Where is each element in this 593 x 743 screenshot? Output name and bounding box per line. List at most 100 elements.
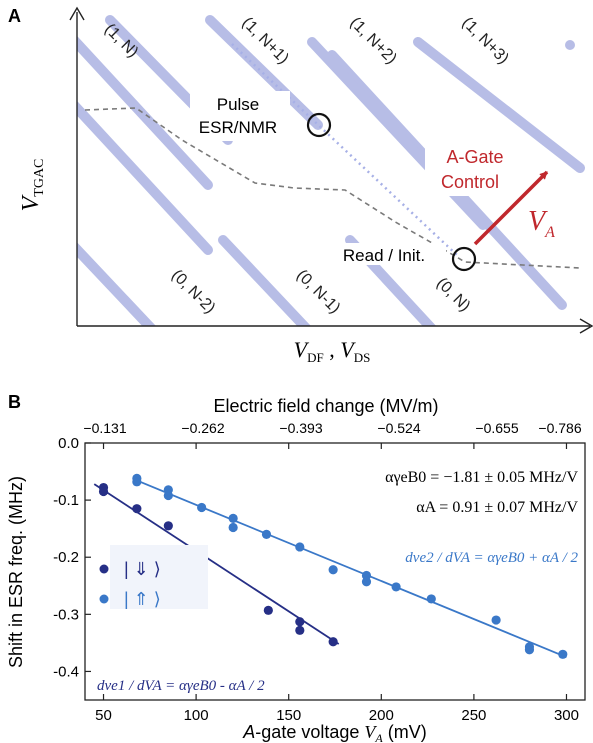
data-point-series-2 (524, 645, 535, 655)
legend-box (110, 545, 208, 609)
data-point-series-2 (228, 522, 238, 533)
x-title-prefix: A (242, 722, 255, 742)
x-tick-label: 200 (369, 707, 394, 724)
x-axis-a-arrow-icon (579, 318, 593, 334)
pulse-marker (306, 112, 332, 138)
x-title-sub: A (374, 731, 383, 743)
data-point-series-2 (163, 490, 173, 501)
y-axis-a-main: V (18, 194, 44, 211)
top-tick-label: −0.786 (538, 420, 581, 436)
top-axis-title: Electric field change (MV/m) (213, 396, 438, 416)
pulse-label-bg (190, 91, 290, 141)
annot-alpha-a: αA = 0.91 ± 0.07 MHz/V (416, 499, 578, 516)
stripe-1 (77, 100, 213, 255)
x-tick-label: 100 (184, 707, 209, 724)
data-point-series-1 (132, 504, 142, 514)
y-axis-a-label: VTGAC (18, 159, 47, 212)
svg-text:VTGAC: VTGAC (18, 159, 47, 212)
legend-label-up: | ⇑ ⟩ (124, 589, 161, 609)
data-point-series-2 (491, 615, 501, 625)
top-tick-label: −0.655 (475, 420, 518, 436)
eq-e1: dνe1 / dVA = αγeB0 - αA / 2 (97, 678, 265, 694)
agate-arrow (473, 170, 549, 246)
data-point-series-2 (558, 649, 568, 659)
stripe-end-dot (565, 40, 575, 50)
stripe-7 (218, 235, 311, 326)
eq-e2: dνe2 / dVA = αγeB0 + αA / 2 (405, 550, 578, 566)
x-axis-a-main1: V (294, 337, 310, 362)
x-tick-label: 250 (461, 707, 486, 724)
y-axis-a-arrow-icon (69, 6, 85, 21)
x-axis-a-sub2: DS (354, 350, 371, 365)
top-tick-label: −0.393 (279, 420, 322, 436)
data-point-series-2 (132, 477, 142, 487)
data-point-series-2 (295, 542, 305, 552)
y-tick-label: 0.0 (58, 435, 79, 452)
top-tick-label: −0.131 (83, 420, 126, 436)
legend-marker-down (99, 564, 109, 574)
y-tick-label: -0.4 (53, 663, 79, 680)
pulse-dotted-line (231, 43, 459, 257)
data-point-series-1 (295, 625, 305, 635)
y-tick-label: -0.1 (53, 492, 79, 509)
top-tick-label: −0.524 (377, 420, 420, 436)
data-point-series-1 (295, 617, 305, 627)
data-point-series-2 (261, 529, 272, 539)
top-axis-ticks: −0.131 −0.262 −0.393 −0.524 −0.655 −0.78… (83, 420, 581, 436)
x-axis-a-label: VDF , VDS (294, 337, 371, 365)
charge-boundary-dashed (84, 107, 581, 269)
va-label-main: V (528, 206, 548, 237)
x-title-rest: -gate voltage (255, 722, 364, 742)
y-axis-b-title: Shift in ESR freq. (MHz) (6, 476, 26, 668)
va-label: VA (528, 206, 555, 241)
stripe-2 (77, 35, 213, 190)
legend-marker-up (99, 594, 109, 604)
x-axis-a-sub1: DF (307, 350, 324, 365)
plot-b-ticks: 50 100 150 200 250 300 0.0 -0.1 -0.2 -0.3 -0.4 (53, 435, 579, 724)
x-tick-label: 300 (554, 707, 579, 724)
data-point-series-2 (426, 594, 436, 604)
y-tick-label: -0.3 (53, 606, 79, 623)
y-axis-b-label: Shift in ESR freq. (MHz) (6, 476, 26, 668)
x-axis-a-sep: , (324, 337, 341, 362)
data-point-series-1 (328, 637, 338, 647)
x-tick-label: 50 (95, 707, 112, 724)
legend-label-down: | ⇓ ⟩ (124, 559, 161, 579)
data-point-series-2 (228, 513, 238, 523)
data-point-series-1 (263, 605, 273, 615)
region-0-N-2: (0, N-2) (168, 267, 218, 317)
y-tick-label: -0.2 (53, 549, 79, 566)
region-0-N: (0, N) (433, 275, 473, 315)
panel-b-label: B (8, 392, 21, 412)
data-point-series-2 (197, 502, 207, 513)
data-point-series-2 (361, 577, 372, 587)
x-tick-label: 150 (276, 707, 301, 724)
y-axis-a-sub: TGAC (32, 159, 47, 197)
x-title-unit: (mV) (383, 722, 427, 742)
va-label-sub: A (544, 224, 555, 241)
data-point-series-2 (391, 582, 401, 592)
region-1-N2: (1, N+2) (347, 14, 400, 67)
region-1-N3: (1, N+3) (459, 14, 512, 67)
stripe-6 (77, 242, 156, 326)
region-0-N-1: (0, N-1) (293, 267, 343, 317)
plot-b-frame (84, 442, 586, 701)
read-marker (451, 246, 477, 272)
data-point-series-2 (328, 565, 338, 575)
read-label: Read / Init. (343, 246, 425, 265)
data-point-series-1 (163, 521, 173, 531)
annot-alpha-b: αγeB0 = −1.81 ± 0.05 MHz/V (385, 469, 578, 486)
agate-label-line2: Control (441, 172, 499, 192)
data-point-series-1 (98, 486, 109, 497)
plot-b-marks (93, 473, 568, 659)
x-axis-a-main2: V (340, 337, 356, 362)
pulse-label-line1: Pulse (217, 95, 260, 114)
pulse-label-line2: ESR/NMR (199, 118, 277, 137)
stripe-5 (413, 37, 585, 173)
panel-a-label: A (8, 6, 21, 26)
x-title-var: V (364, 722, 377, 742)
agate-label-line1: A-Gate (446, 147, 503, 167)
read-label-bg (322, 243, 446, 265)
agate-label-bg (425, 144, 517, 196)
x-axis-b-title: A-gate voltage VA (mV) (242, 722, 426, 743)
